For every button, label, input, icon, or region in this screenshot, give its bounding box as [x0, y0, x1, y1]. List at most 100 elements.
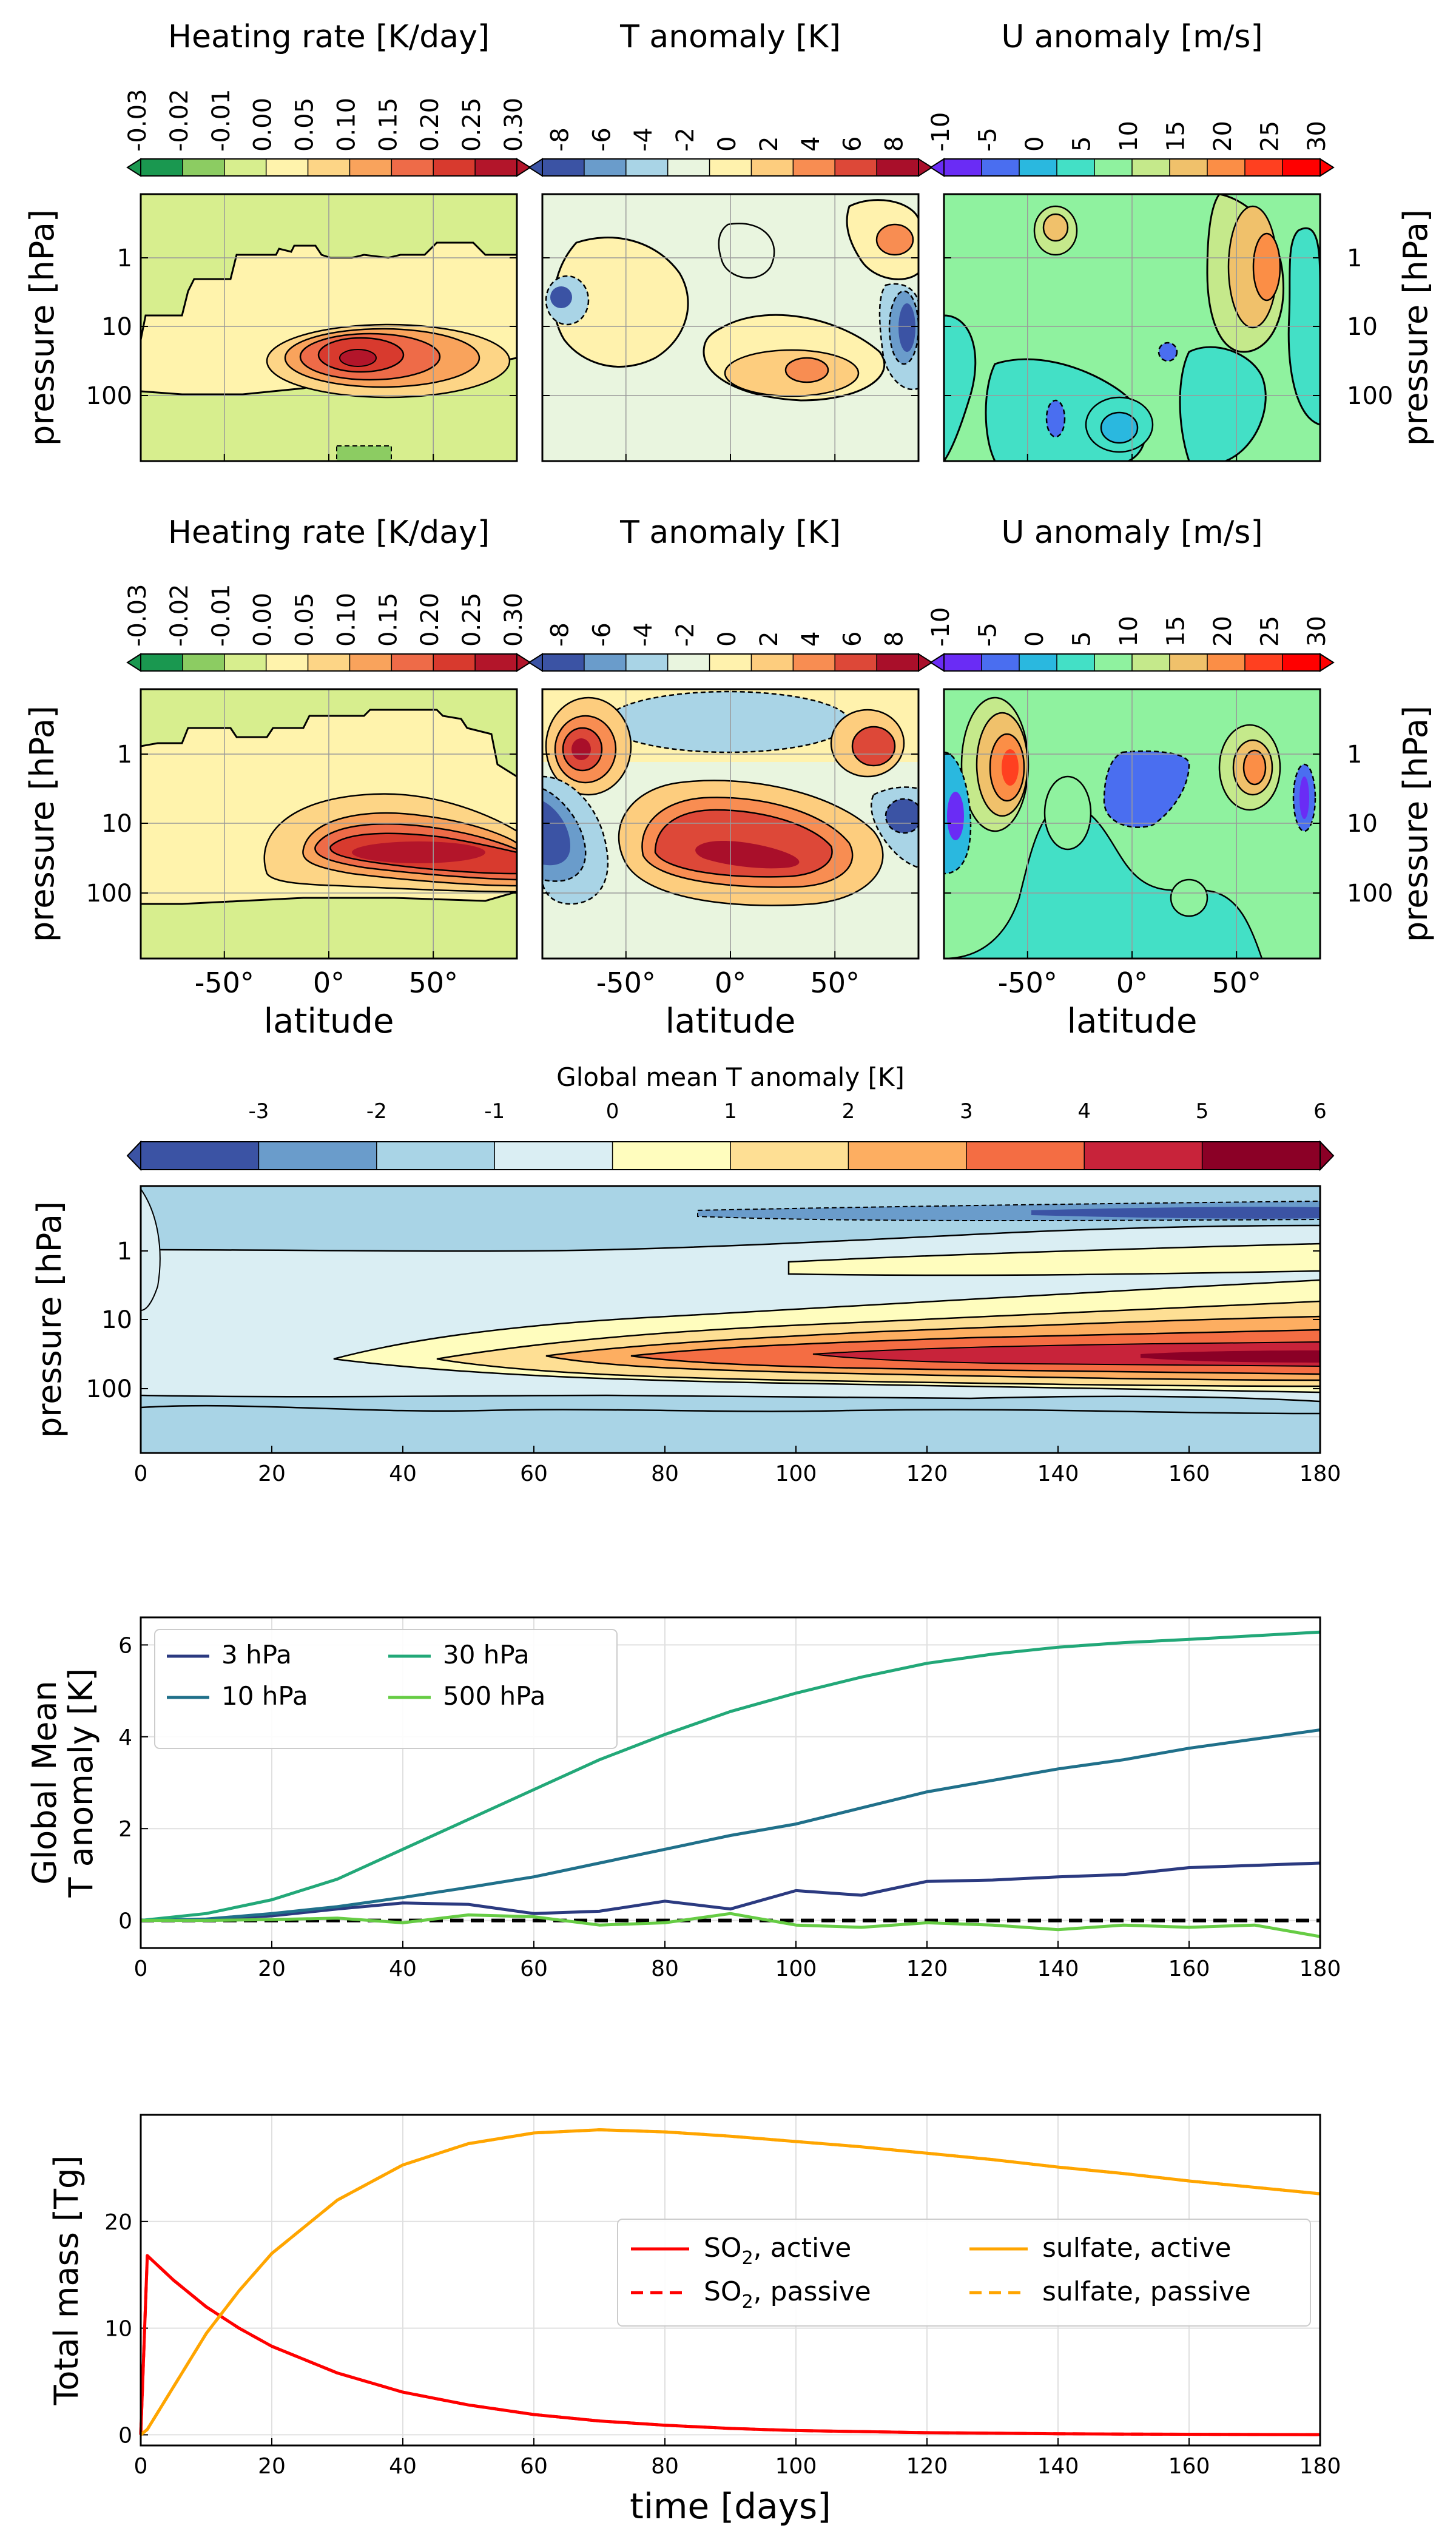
plot-frame [140, 1185, 1321, 1454]
colorbar-segment [1132, 159, 1170, 176]
legend-label: SO2, active [704, 2233, 851, 2269]
colorbar-tick-label: 15 [1162, 121, 1190, 152]
y-tick-label: 100 [1347, 382, 1393, 410]
colorbar-tick-label: -2 [366, 1099, 387, 1124]
colorbar-title: T anomaly [K] [619, 514, 841, 551]
colorbar-tick-label: 0 [1021, 136, 1049, 152]
colorbar-title: Heating rate [K/day] [168, 19, 490, 55]
colorbar-segment [308, 654, 350, 671]
legend-label-main: sulfate, passive [1042, 2276, 1251, 2307]
y-tick-label: 4 [118, 1725, 132, 1750]
colorbar-tick-label: -0.01 [207, 584, 235, 647]
colorbar-tick-label: 5 [1068, 632, 1096, 647]
colorbar-extend-high [1320, 158, 1335, 177]
colorbar-segment [266, 654, 309, 671]
colorbar-tick-label: 0.30 [500, 593, 528, 647]
x-axis-label: latitude [264, 1002, 394, 1041]
legend-label: sulfate, active [1042, 2233, 1232, 2263]
y-tick-label: 10 [101, 810, 132, 838]
colorbar-tick-label: 20 [1209, 616, 1237, 647]
x-axis-label: time [days] [630, 2486, 831, 2527]
legend-label: 10 hPa [221, 1681, 308, 1711]
colorbar-segment [982, 159, 1020, 176]
panel-row1-col2 [541, 193, 920, 462]
y-tick-label: 10 [104, 2317, 132, 2342]
colorbar-segment [1202, 1142, 1321, 1170]
colorbar-segment [349, 654, 392, 671]
legend-box [617, 2219, 1311, 2327]
legend-label-rest: , active [753, 2233, 852, 2263]
legend-label: SO2, passive [704, 2276, 871, 2313]
colorbar-extend-high [1320, 1140, 1335, 1171]
colorbar-segment [349, 159, 392, 176]
colorbar-tick-label: -10 [927, 112, 955, 152]
colorbar-segment [1245, 159, 1283, 176]
colorbar-segment [709, 654, 752, 671]
colorbar-segment [475, 159, 517, 176]
series-line-30-hpa [140, 1630, 1321, 1923]
x-tick-label: 80 [651, 1956, 679, 1981]
colorbar-segment [224, 654, 267, 671]
x-tick-label: 140 [1037, 1461, 1079, 1486]
panel-row2-col3: 1 10 100 pressure [hPa] -50° 0° 50° latitude [943, 688, 1435, 1041]
colorbar-extend-low [126, 1140, 141, 1171]
contour-fields [141, 194, 1320, 1453]
legend-label-main: sulfate, active [1042, 2233, 1232, 2263]
colorbar-segment [793, 654, 835, 671]
x-tick-label: 0° [1116, 966, 1148, 999]
x-tick-label: 100 [775, 2454, 817, 2479]
y-tick-label: 1 [117, 244, 132, 272]
x-tick-label: -50° [596, 966, 656, 999]
x-tick-label: 60 [520, 1461, 548, 1486]
colorbar-row2-panel2: -8 -6 -4 -2 0 2 4 6 8 T anomaly [K] [528, 514, 933, 672]
t-anomaly-bottom-field [542, 689, 918, 959]
y-axis-label: pressure [hPa] [1397, 209, 1435, 446]
colorbar-segment [1132, 654, 1170, 671]
y-tick-label: 1 [1347, 244, 1362, 272]
x-tick-label: 100 [775, 1956, 817, 1981]
colorbar-tick-label: 25 [1256, 616, 1284, 647]
x-tick-label: 50° [1212, 966, 1261, 999]
y-tick-label: 10 [1347, 810, 1378, 838]
colorbar-extend-low [126, 653, 141, 672]
colorbar-tick-label: 8 [881, 632, 909, 647]
y-tick-label: 100 [1347, 880, 1393, 908]
colorbar-title: T anomaly [K] [619, 19, 841, 55]
colorbar-tick-label: -5 [974, 622, 1002, 647]
y-axis-label: pressure [hPa] [23, 209, 61, 446]
colorbar-tick-label: -10 [927, 607, 955, 647]
colorbar-tick-label: -0.01 [207, 89, 235, 152]
colorbar-segment [141, 654, 183, 671]
colorbar-row2-panel3: -10 -5 0 5 10 15 20 25 30 U anomaly [m/s] [927, 514, 1335, 672]
x-tick-label: 50° [810, 966, 860, 999]
colorbar-tick-label: 0 [713, 136, 741, 152]
panel-row1-col3: 1 10 100 pressure [hPa] [943, 193, 1435, 462]
y-tick-label: 1 [117, 741, 132, 769]
colorbar-segment [1282, 159, 1321, 176]
colorbar-tick-label: 6 [839, 632, 867, 647]
colorbar-tick-label: 0.05 [291, 98, 319, 152]
y-axis-label: Total mass [Tg] [47, 2155, 86, 2406]
colorbar-tick-label: 0.15 [374, 593, 402, 647]
y-tick-label: 100 [86, 1375, 132, 1403]
legend-label: 30 hPa [443, 1640, 530, 1670]
colorbar-segment [584, 159, 627, 176]
colorbar-tick-label: -0.03 [124, 584, 152, 647]
x-tick-label: 120 [906, 1461, 948, 1486]
series-line-3-hpa [140, 1861, 1321, 1923]
x-tick-label: 160 [1168, 2454, 1210, 2479]
x-tick-label: 100 [775, 1461, 817, 1486]
x-tick-label: 80 [651, 2454, 679, 2479]
colorbar-extend-low [929, 653, 945, 672]
colorbar-segment [1094, 654, 1133, 671]
colorbar-tick-label: -1 [484, 1099, 505, 1124]
colorbar-tick-label: -2 [672, 622, 699, 647]
panel-row2-col2: -50° 0° 50° latitude [541, 688, 920, 1041]
colorbar-tick-label: -5 [974, 127, 1002, 152]
colorbar-segment [877, 654, 919, 671]
colorbar-tick-label: -4 [630, 127, 658, 152]
colorbar-tick-label: 30 [1303, 616, 1331, 647]
colorbar-segment [494, 1142, 613, 1170]
colorbar-frame [542, 653, 919, 672]
